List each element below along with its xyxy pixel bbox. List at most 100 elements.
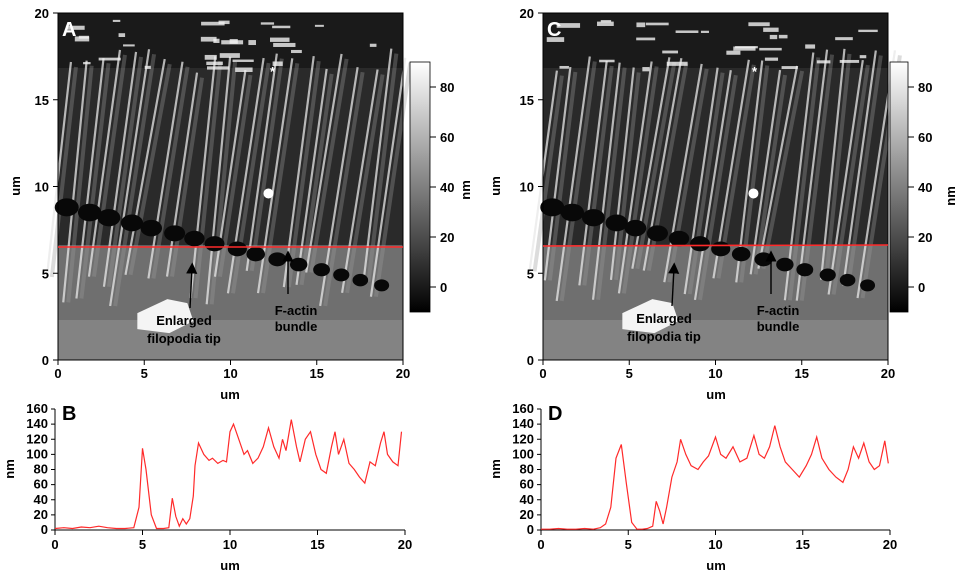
colorbar-a: 0 20 40 60 80 nm: [409, 61, 473, 313]
x-tick-label-d: 10: [708, 537, 722, 552]
x-tick-label-b: 20: [398, 537, 412, 552]
x-tick-label-a: 10: [223, 366, 237, 381]
x-tick-label-a: 20: [396, 366, 410, 381]
y-tick-label-c: 0: [527, 353, 534, 368]
y-tick-label-d: 100: [512, 446, 534, 461]
y-tick-label-c: 15: [520, 93, 534, 108]
x-tick-label-c: 20: [881, 366, 895, 381]
profile-line-c: [542, 244, 889, 247]
x-axis-c: 0 5 10 15 20: [539, 360, 895, 381]
colorbar-tick-label-c: 60: [918, 130, 932, 145]
bundle-label-line2-a: bundle: [275, 319, 318, 334]
colorbar-tick-label-a: 60: [440, 130, 454, 145]
x-tick-label-a: 15: [310, 366, 324, 381]
colorbar-tick-label-a: 40: [440, 180, 454, 195]
x-tick-label-c: 0: [539, 366, 546, 381]
y-axis-label-d: nm: [488, 459, 503, 479]
y-tick-label-b: 60: [34, 477, 48, 492]
x-axis-label-a: um: [220, 387, 240, 402]
y-tick-label-d: 140: [512, 416, 534, 431]
x-tick-label-d: 0: [537, 537, 544, 552]
asterisk-c: *: [752, 64, 758, 79]
y-tick-label-a: 5: [42, 266, 49, 281]
y-tick-label-d: 160: [512, 401, 534, 416]
filopodia-label-line2-a: filopodia tip: [147, 331, 221, 346]
colorbar-gradient-a: [409, 61, 431, 313]
y-tick-label-d: 0: [527, 522, 534, 537]
y-tick-label-c: 10: [520, 180, 534, 195]
panel-letter-a: A: [62, 19, 76, 41]
x-axis-ticks-d: 0 5 10 15 20: [537, 530, 897, 552]
y-tick-label-d: 80: [520, 462, 534, 477]
x-tick-label-a: 0: [54, 366, 61, 381]
y-tick-label-d: 120: [512, 431, 534, 446]
y-tick-label-b: 0: [41, 522, 48, 537]
y-tick-label-b: 40: [34, 492, 48, 507]
filopodia-arrow-a: [186, 262, 198, 309]
afm-image-a: [45, 13, 413, 360]
y-tick-label-d: 60: [520, 477, 534, 492]
panel-letter-d: D: [548, 403, 562, 425]
x-tick-label-c: 5: [626, 366, 633, 381]
x-tick-label-d: 5: [625, 537, 632, 552]
x-tick-label-d: 15: [796, 537, 810, 552]
colorbar-label-c: nm: [943, 186, 958, 206]
y-tick-label-b: 80: [34, 462, 48, 477]
x-axis-ticks-b: 0 5 10 15 20: [51, 530, 412, 552]
y-tick-label-c: 5: [527, 266, 534, 281]
y-axis-a: 0 5 10 15 20: [35, 6, 58, 368]
panel-letter-b: B: [62, 403, 76, 425]
height-profile-line-d: [541, 425, 889, 530]
x-tick-label-c: 10: [708, 366, 722, 381]
x-tick-label-b: 0: [51, 537, 58, 552]
colorbar-tick-label-a: 0: [440, 280, 447, 295]
y-tick-label-d: 20: [520, 507, 534, 522]
x-tick-label-b: 10: [223, 537, 237, 552]
y-axis-label-c: um: [488, 176, 503, 196]
y-axis-label-b: nm: [2, 459, 17, 479]
y-tick-label-c: 20: [520, 6, 534, 21]
y-tick-label-d: 40: [520, 492, 534, 507]
asterisk-a: *: [270, 64, 276, 79]
x-tick-label-d: 20: [883, 537, 897, 552]
height-profile-line-b: [54, 419, 403, 530]
colorbar-tick-label-c: 80: [918, 80, 932, 95]
filopodia-label-line2-c: filopodia tip: [627, 329, 701, 344]
x-axis-a: 0 5 10 15 20: [54, 360, 410, 381]
colorbar-label-a: nm: [458, 180, 473, 200]
filopodia-label-line1-a: Enlarged: [156, 313, 212, 328]
x-tick-label-b: 15: [310, 537, 324, 552]
x-axis-label-c: um: [706, 387, 726, 402]
y-tick-label-a: 0: [42, 353, 49, 368]
colorbar-tick-label-c: 0: [918, 280, 925, 295]
y-tick-label-a: 10: [35, 180, 49, 195]
y-tick-label-b: 20: [34, 507, 48, 522]
colorbar-gradient-c: [889, 61, 909, 313]
x-tick-label-c: 15: [795, 366, 809, 381]
colorbar-tick-label-a: 20: [440, 230, 454, 245]
y-axis-c: 0 5 10 15 20: [520, 6, 543, 368]
filopodia-arrow-c: [668, 262, 680, 307]
y-tick-label-b: 100: [26, 446, 48, 461]
filopodia-label-line1-c: Enlarged: [636, 311, 692, 326]
y-axis-label-a: um: [8, 176, 23, 196]
colorbar-c: 0 20 40 60 80 nm: [889, 61, 958, 313]
colorbar-tick-label-a: 80: [440, 80, 454, 95]
panel-c: 0 5 10 15 20 0 5 10 15 20 C um um * Enlarged fil…: [488, 6, 958, 402]
panel-letter-c: C: [547, 19, 561, 41]
y-tick-label-a: 20: [35, 6, 49, 21]
x-axis-label-d: um: [706, 558, 726, 573]
y-tick-label-a: 15: [35, 93, 49, 108]
afm-image-c: [528, 13, 902, 360]
colorbar-tick-label-c: 40: [918, 180, 932, 195]
colorbar-tick-label-c: 20: [918, 230, 932, 245]
bundle-label-line2-c: bundle: [757, 319, 800, 334]
x-tick-label-a: 5: [141, 366, 148, 381]
y-tick-label-b: 120: [26, 431, 48, 446]
bundle-label-line1-c: F-actin: [757, 303, 800, 318]
